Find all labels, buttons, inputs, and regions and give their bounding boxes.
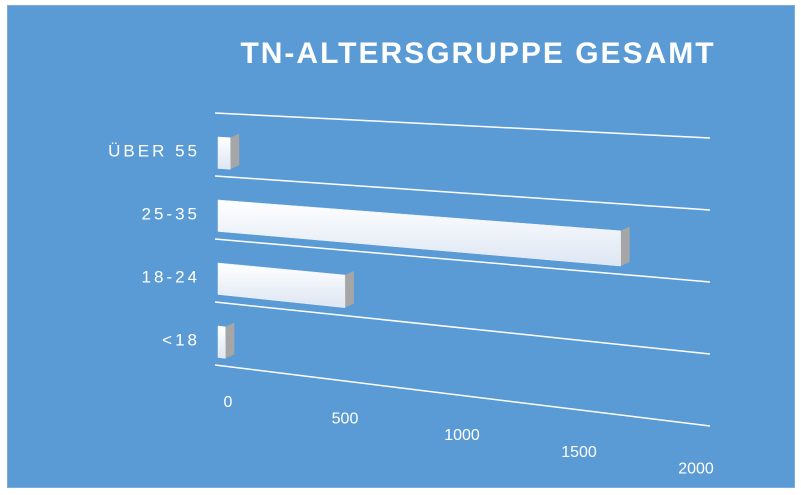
category-divider (214, 301, 711, 355)
y-tick-label: ÜBER 55 (108, 142, 200, 161)
y-tick-label: <18 (162, 331, 200, 350)
bar-side (344, 271, 354, 308)
bar-side (620, 226, 630, 267)
y-tick-label: 25-35 (142, 205, 200, 224)
bar (217, 199, 621, 267)
bar (217, 136, 231, 170)
category-divider (214, 112, 711, 139)
bar-side (225, 322, 235, 359)
x-tick-label: 1500 (561, 444, 597, 461)
x-tick-label: 500 (332, 411, 359, 428)
bar (217, 262, 346, 308)
x-tick-label: 2000 (678, 460, 714, 477)
bar (217, 325, 226, 359)
x-tick-label: 0 (224, 394, 233, 411)
chart-title: TN-ALTERSGRUPPE GESAMT (240, 37, 715, 70)
y-tick-label: 18-24 (142, 268, 200, 287)
category-divider (214, 175, 711, 211)
x-tick-label: 1000 (444, 427, 480, 444)
category-divider (214, 238, 711, 283)
category-divider (214, 364, 711, 427)
bar-side (230, 133, 240, 170)
